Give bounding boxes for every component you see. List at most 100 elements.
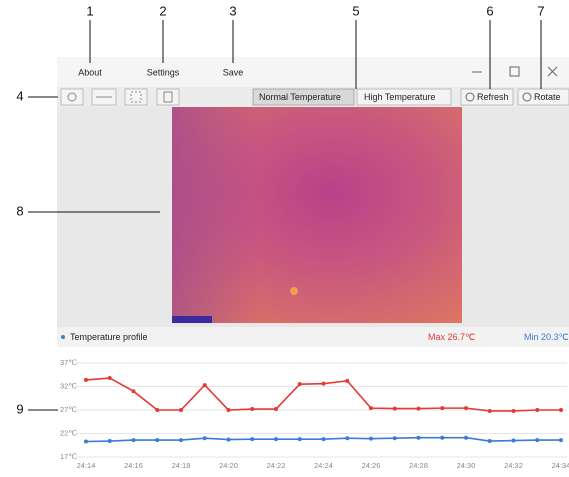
- data-point: [416, 406, 421, 411]
- data-point: [464, 435, 468, 440]
- data-point: [345, 436, 350, 441]
- data-point: [274, 437, 278, 442]
- icon: [67, 92, 77, 102]
- data-point: [511, 438, 516, 443]
- window: About Settings Save Normal Temperature H…: [57, 57, 569, 477]
- crosshair-tool[interactable]: [60, 88, 84, 106]
- chart-panel: [57, 347, 569, 477]
- data-point: [416, 435, 421, 440]
- mode-button[interactable]: [252, 88, 355, 106]
- callout: 8: [16, 203, 23, 218]
- data-point: [202, 436, 207, 441]
- x-tick-label: 24:20: [219, 461, 238, 470]
- data-point: [535, 438, 540, 443]
- data-point: [297, 437, 302, 442]
- icon: [130, 91, 142, 103]
- thermal-hot-spot: [290, 287, 298, 295]
- data-point: [511, 408, 516, 413]
- y-tick-label: 32℃: [60, 381, 77, 390]
- data-point: [369, 406, 373, 411]
- x-tick-label: 24:14: [77, 461, 96, 470]
- close[interactable]: [547, 66, 558, 77]
- data-point: [107, 376, 112, 381]
- data-point: [392, 406, 397, 411]
- data-point: [179, 438, 183, 443]
- data-point: [250, 407, 255, 412]
- menu-bar: [57, 57, 569, 87]
- mode-label: Normal Temperature: [259, 92, 341, 102]
- x-tick-label: 24:30: [457, 461, 476, 470]
- x-tick-label: 24:26: [362, 461, 381, 470]
- data-point: [487, 408, 492, 413]
- thermal-cold-spot: [172, 316, 212, 323]
- menu-item[interactable]: Save: [223, 67, 244, 77]
- data-point: [226, 437, 231, 442]
- data-point: [392, 436, 397, 441]
- data-point: [226, 408, 231, 412]
- callouts: 1 2 3 4 5 6 7 8 9: [16, 3, 544, 416]
- data-point: [440, 406, 445, 411]
- y-tick-label: 27℃: [60, 405, 77, 414]
- data-point: [440, 435, 445, 440]
- bullet: [61, 335, 65, 339]
- data-point: [131, 438, 136, 443]
- data-point: [179, 408, 183, 412]
- y-tick-label: 17℃: [60, 452, 77, 461]
- min-label: Min 20.3℃: [524, 332, 569, 342]
- icon: [522, 92, 532, 102]
- icon: [465, 92, 475, 102]
- button-label: Refresh: [477, 92, 509, 102]
- data-point: [487, 439, 492, 444]
- data-point: [369, 436, 373, 441]
- x-tick-label: 24:18: [172, 461, 191, 470]
- icon: [163, 91, 173, 103]
- thermal-shade: [172, 107, 462, 323]
- temperature-chart: 17℃ 22℃ 27℃ 32℃ 37℃ 24:14 24:16 24:18 24:20 24:22…: [60, 358, 569, 470]
- callout: 5: [352, 3, 359, 18]
- data-point: [250, 437, 255, 442]
- y-tick-label: 37℃: [60, 358, 77, 367]
- delete-tool[interactable]: [156, 88, 180, 106]
- x-tick-label: 24:28: [409, 461, 428, 470]
- data-point: [559, 438, 563, 443]
- data-point: [155, 408, 160, 412]
- data-point: [84, 377, 88, 382]
- profile-title: Temperature profile: [70, 332, 148, 342]
- callout: 6: [486, 3, 493, 18]
- callout: 3: [229, 3, 236, 18]
- x-tick-label: 24:34: [552, 461, 569, 470]
- data-point: [202, 383, 207, 388]
- refresh-button[interactable]: [460, 88, 514, 106]
- profile-header: [57, 327, 569, 347]
- data-point: [559, 408, 563, 412]
- data-point: [107, 439, 112, 444]
- data-point: [274, 407, 278, 412]
- x-tick-label: 24:32: [504, 461, 523, 470]
- callout: 4: [16, 88, 23, 103]
- area-tool[interactable]: [124, 88, 148, 106]
- data-point: [131, 389, 136, 394]
- callout: 7: [537, 3, 544, 18]
- x-tick-label: 24:16: [124, 461, 143, 470]
- max-label: Max 26.7℃: [428, 332, 475, 342]
- rotate-button[interactable]: [517, 88, 569, 106]
- menu-item[interactable]: Settings: [147, 67, 180, 77]
- data-point: [155, 438, 160, 443]
- menu-item[interactable]: About: [78, 67, 102, 77]
- mode-label: High Temperature: [364, 92, 435, 102]
- button-label: Rotate: [534, 92, 561, 102]
- data-point: [84, 439, 88, 444]
- maximize[interactable]: [509, 66, 520, 77]
- mode-button[interactable]: [356, 88, 452, 106]
- data-point: [297, 382, 302, 387]
- data-point: [321, 437, 326, 442]
- data-point: [535, 408, 540, 412]
- data-point: [321, 381, 326, 386]
- x-tick-label: 24:22: [267, 461, 286, 470]
- callout: 9: [16, 401, 23, 416]
- data-point: [345, 378, 350, 383]
- callout: 1: [86, 3, 93, 18]
- x-tick-label: 24:24: [314, 461, 333, 470]
- callout: 2: [159, 3, 166, 18]
